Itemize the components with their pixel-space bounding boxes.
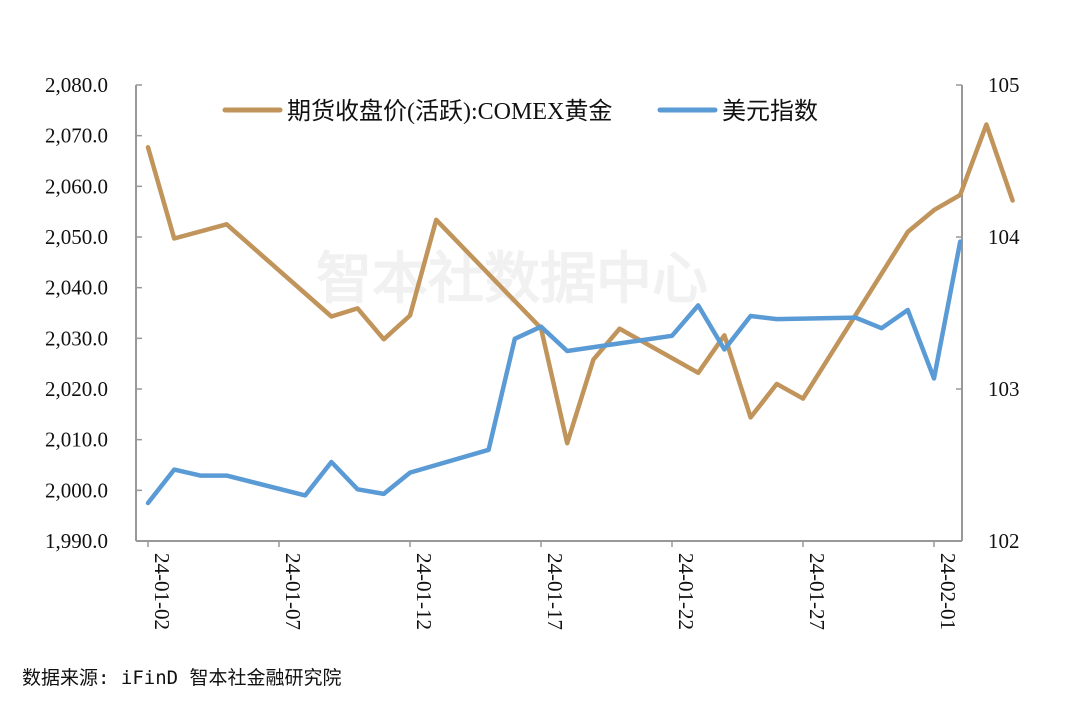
watermark: 智本社数据中心 bbox=[316, 247, 708, 312]
left-tick-label: 1,990.0 bbox=[45, 529, 108, 553]
x-tick-label: 24-01-02 bbox=[150, 553, 174, 630]
axes bbox=[135, 85, 963, 542]
x-tick-label: 24-02-01 bbox=[936, 553, 960, 630]
left-tick-label: 2,070.0 bbox=[45, 124, 108, 148]
left-tick-label: 2,050.0 bbox=[45, 225, 108, 249]
left-tick-label: 2,030.0 bbox=[45, 326, 108, 350]
x-tick-label: 24-01-22 bbox=[674, 553, 698, 630]
series-line-dollar-index bbox=[145, 239, 963, 506]
left-axis-ticks: 2,080.0 2,070.0 2,060.0 2,050.0 2,040.0 2,030… bbox=[45, 73, 142, 553]
right-tick-label: 105 bbox=[988, 73, 1020, 97]
right-axis-ticks: 105 104 103 102 bbox=[956, 73, 1020, 553]
legend: 期货收盘价(活跃):COMEX黄金 美元指数 bbox=[222, 98, 818, 125]
legend-label: 期货收盘价(活跃):COMEX黄金 bbox=[287, 98, 612, 125]
right-tick-label: 104 bbox=[988, 225, 1020, 249]
left-tick-label: 2,020.0 bbox=[45, 377, 108, 401]
source-note: 数据来源: iFinD 智本社金融研究院 bbox=[22, 667, 342, 689]
left-tick-label: 2,040.0 bbox=[45, 276, 108, 300]
left-tick-label: 2,080.0 bbox=[45, 73, 108, 97]
x-tick-label: 24-01-12 bbox=[412, 553, 436, 630]
left-tick-label: 2,000.0 bbox=[45, 478, 108, 502]
right-tick-label: 102 bbox=[988, 529, 1020, 553]
x-tick-label: 24-01-17 bbox=[543, 553, 567, 630]
series-layer bbox=[145, 122, 1015, 506]
right-tick-label: 103 bbox=[988, 377, 1020, 401]
legend-label: 美元指数 bbox=[722, 98, 818, 125]
x-tick-label: 24-01-07 bbox=[281, 553, 305, 630]
x-tick-label: 24-01-27 bbox=[805, 553, 829, 630]
left-tick-label: 2,010.0 bbox=[45, 428, 108, 452]
x-axis-ticks: 24-01-02 24-01-07 24-01-12 24-01-17 24-01-22… bbox=[147, 541, 960, 630]
left-tick-label: 2,060.0 bbox=[45, 174, 108, 198]
